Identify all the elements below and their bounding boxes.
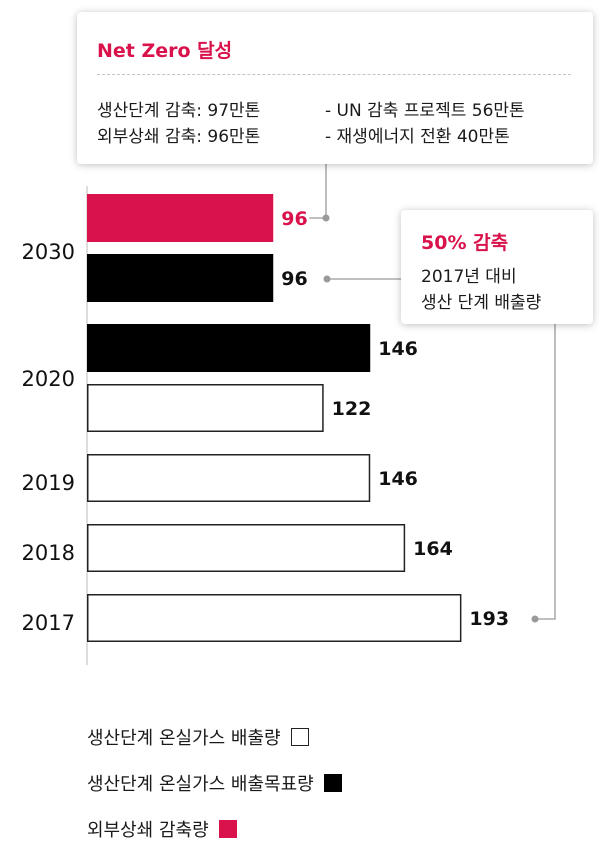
category-label-2017: 2017 [22,611,75,635]
legend-item-offset: 외부상쇄 감축량 [87,817,237,841]
legend-swatch-target [323,774,342,792]
legend-label-target: 생산단계 온실가스 배출목표량 [87,774,314,795]
value-label-target-2020: 146 [378,338,418,360]
leader-dot-offset [322,214,330,222]
net-zero-callout: Net Zero 달성 생산단계 감축: 97만톤 외부상쇄 감축: 96만톤 … [77,12,593,164]
bar-target-2030 [87,254,274,302]
callout-line-renewable: - 재생에너지 전환 40만톤 [325,127,510,147]
bar-target-2020 [87,324,371,372]
leader-dot-target [323,275,331,283]
category-label-2019: 2019 [22,471,75,495]
callout-line-un-project: - UN 감축 프로젝트 56만톤 [325,101,525,121]
leader-dot-2017 [531,615,539,623]
value-label-offset-2030: 96 [281,208,307,230]
legend-label-offset: 외부상쇄 감축량 [87,820,209,841]
reduction-callout-title: 50% 감축 [421,232,509,254]
legend-swatch-production [290,728,309,746]
value-label-production-2017: 193 [469,608,509,630]
leader-line-2017 [535,324,556,620]
leader-line-offset [309,164,327,219]
reduction-callout-line-2: 생산 단계 배출량 [421,293,542,313]
reduction-callout: 50% 감축 2017년 대비 생산 단계 배출량 [401,210,593,324]
category-label-2018: 2018 [22,541,75,565]
reduction-callout-line-1: 2017년 대비 [421,267,517,287]
bar-production-2018 [87,524,406,572]
bar-production-2019 [87,454,371,502]
bar-production-2020 [87,384,324,432]
value-label-production-2018: 164 [413,538,453,560]
legend-item-production: 생산단계 온실가스 배출량 [87,725,309,749]
bar-offset-2030 [87,194,274,242]
net-zero-callout-title: Net Zero 달성 [97,40,233,62]
callout-line-production-reduction: 생산단계 감축: 97만톤 [97,101,261,121]
value-label-production-2019: 146 [378,468,418,490]
category-label-2020: 2020 [22,367,75,391]
legend-item-target: 생산단계 온실가스 배출목표량 [87,771,342,795]
legend-label-production: 생산단계 온실가스 배출량 [87,728,281,749]
bar-production-2017 [87,594,462,642]
category-label-2030: 2030 [22,240,75,264]
value-label-target-2030: 96 [281,268,307,290]
legend-swatch-offset [218,820,237,838]
value-label-production-2020: 122 [332,398,372,420]
callout-divider [97,74,571,75]
callout-line-offset-reduction: 외부상쇄 감축: 96만톤 [97,127,261,147]
